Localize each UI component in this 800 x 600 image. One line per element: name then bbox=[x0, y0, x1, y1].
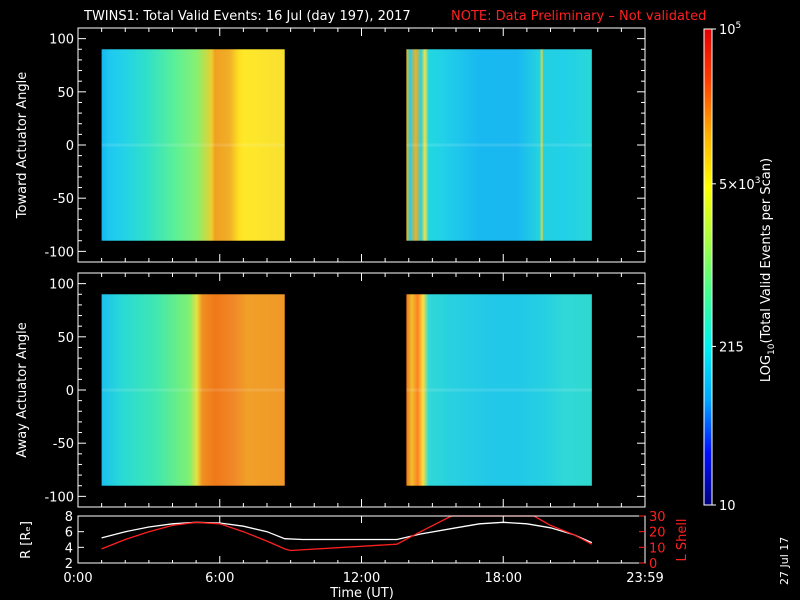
toward-ylabel: Toward Actuator Angle bbox=[15, 72, 30, 219]
heatmap-block bbox=[406, 294, 592, 486]
colorbar-frame bbox=[703, 28, 713, 506]
y-tick-label: 50 bbox=[57, 86, 74, 101]
toward-heatmap-panel: 100 50 0 -50 -100 bbox=[44, 27, 646, 263]
zero-angle-streak bbox=[406, 143, 592, 147]
x-tick-label: 23:59 bbox=[626, 571, 663, 586]
y-tick-label: -50 bbox=[53, 192, 74, 207]
time-xlabel: Time (UT) bbox=[329, 586, 394, 600]
y-tick-label: 100 bbox=[49, 33, 74, 48]
y-tick-label: 0 bbox=[66, 384, 74, 399]
y-tick-label: -50 bbox=[53, 437, 74, 452]
x-tick-label: 6:00 bbox=[205, 571, 234, 586]
heatmap-block bbox=[406, 49, 592, 241]
y-tick-label: 4 bbox=[65, 541, 73, 556]
colorbar-tick-label: 5×103 bbox=[719, 176, 760, 193]
chart-title: TWINS1: Total Valid Events: 16 Jul (day … bbox=[83, 9, 411, 24]
colorbar-scale bbox=[704, 29, 712, 505]
y-tick-label: 0 bbox=[66, 139, 74, 154]
y-tick-label: 50 bbox=[57, 331, 74, 346]
away-ylabel: Away Actuator Angle bbox=[15, 322, 30, 457]
zero-angle-streak bbox=[101, 388, 285, 392]
footer-date: 27 Jul 17 bbox=[778, 537, 791, 585]
zero-angle-streak bbox=[101, 143, 285, 147]
heatmap-block bbox=[101, 294, 285, 486]
colorbar-tick-label: 215 bbox=[719, 340, 744, 355]
r-ylabel: R [Rₑ] bbox=[19, 521, 34, 559]
y-tick-label: 8 bbox=[65, 510, 73, 525]
colorbar: 10 215 5×103 105 bbox=[703, 21, 760, 514]
y-tick-label: 6 bbox=[65, 526, 73, 541]
preliminary-note: NOTE: Data Preliminary – Not validated bbox=[451, 9, 706, 24]
zero-angle-streak bbox=[406, 388, 592, 392]
colorbar-tick-label: 105 bbox=[719, 21, 741, 38]
heatmap-block bbox=[101, 49, 285, 241]
x-tick-label: 18:00 bbox=[485, 571, 522, 586]
x-tick-label: 0:00 bbox=[63, 571, 92, 586]
away-heatmap-panel: 100 50 0 -50 -100 bbox=[44, 272, 646, 508]
x-tick-label: 12:00 bbox=[343, 571, 380, 586]
lshell-ylabel: L Shell bbox=[675, 518, 690, 561]
colorbar-label: LOG10(Total Valid Events per Scan) bbox=[759, 158, 777, 382]
r-line bbox=[101, 521, 593, 544]
colorbar-tick-label: 10 bbox=[719, 499, 736, 514]
y-right-tick-label: 10 bbox=[649, 541, 666, 556]
lshell-line bbox=[101, 515, 593, 552]
y-right-tick-label: 20 bbox=[649, 526, 666, 541]
y-right-tick-label: 30 bbox=[649, 510, 666, 525]
y-tick-label: 100 bbox=[49, 278, 74, 293]
y-tick-label: -100 bbox=[44, 245, 74, 260]
y-tick-label: 2 bbox=[65, 557, 73, 572]
y-tick-label: -100 bbox=[44, 490, 74, 505]
y-right-tick-label: 0 bbox=[649, 557, 657, 572]
